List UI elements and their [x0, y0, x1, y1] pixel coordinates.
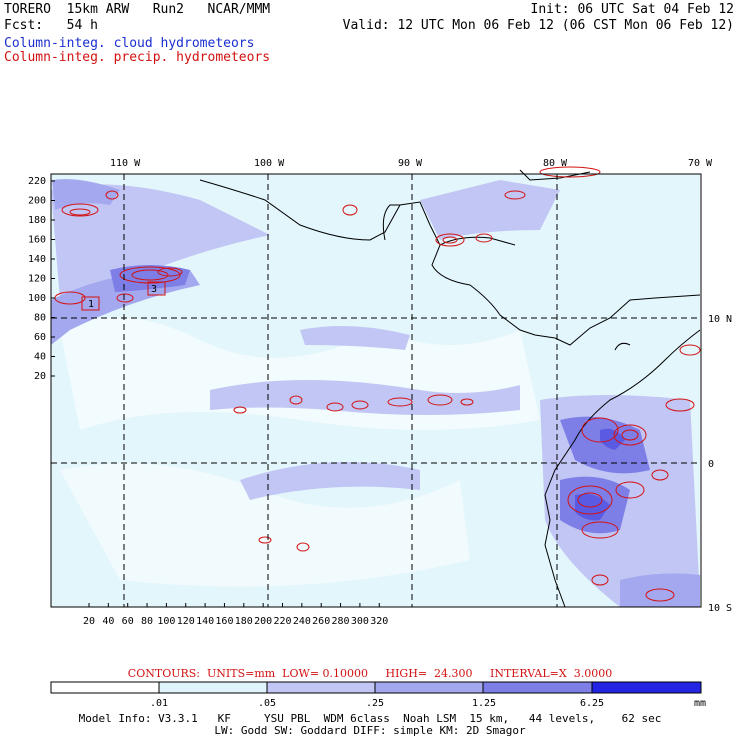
y-tick-label: 200: [28, 196, 46, 207]
plot-frame: [50, 173, 702, 608]
shaded-field: [51, 174, 701, 607]
forecast-hour: Fcst: 54 h: [4, 18, 98, 33]
y-tick-label: 220: [28, 176, 46, 187]
x-tick-label: 80: [141, 616, 153, 627]
y-tick-label: 100: [28, 293, 46, 304]
y-tick-label: 80: [34, 313, 46, 324]
x-tick-label: 200: [254, 616, 272, 627]
colorbar-bin-2: [158, 681, 268, 694]
x-tick-label: 320: [370, 616, 388, 627]
x-tick-label: 120: [177, 616, 195, 627]
precip-field-label: Column-integ. precip. hydrometeors: [4, 50, 271, 65]
lat-label-10s: 10 S: [708, 603, 732, 614]
y-tick-label: 180: [28, 215, 46, 226]
colorbar-label-1: .01: [150, 698, 169, 709]
cloud-field-label: Column-integ. cloud hydrometeors: [4, 36, 255, 51]
y-tick-label: 20: [34, 371, 46, 382]
colorbar-label-2: .05: [258, 698, 277, 709]
y-axis: 220 200 180 160 140 120 100 80 60 40 20: [28, 176, 55, 382]
x-tick-label: 20: [83, 616, 95, 627]
box-label-3: 3: [151, 284, 157, 295]
y-tick-label: 140: [28, 254, 46, 265]
colorbar-label-4: 1.25: [472, 698, 497, 709]
colorbar-label-3: .25: [366, 698, 385, 709]
x-tick-label: 280: [332, 616, 350, 627]
lon-label-90w: 90 W: [398, 158, 423, 169]
colorbar-bin-6: [591, 681, 702, 694]
colorbar: [50, 681, 702, 694]
lon-label-70w: 70 W: [688, 158, 713, 169]
lat-label-10n: 10 N: [708, 314, 732, 325]
precip-box-1: [81, 296, 100, 311]
valid-time: Valid: 12 UTC Mon 06 Feb 12 (06 CST Mon …: [342, 18, 734, 33]
contour-info: CONTOURS: UNITS=mm LOW= 0.10000 HIGH= 24…: [127, 667, 613, 680]
x-tick-label: 100: [157, 616, 175, 627]
precip-contours: [54, 166, 701, 602]
colorbar-bin-5: [482, 681, 593, 694]
colorbar-bin-1: [50, 681, 160, 694]
y-tick-label: 120: [28, 274, 46, 285]
x-tick-label: 240: [293, 616, 311, 627]
x-tick-label: 160: [215, 616, 233, 627]
lat-label-0: 0: [708, 459, 714, 470]
x-tick-label: 140: [196, 616, 214, 627]
y-tick-label: 160: [28, 235, 46, 246]
latitude-labels: 10 N 0 10 S: [708, 314, 732, 614]
lon-label-100w: 100 W: [254, 158, 285, 169]
lon-label-80w: 80 W: [543, 158, 568, 169]
x-tick-label: 180: [235, 616, 253, 627]
colorbar-unit: mm: [694, 698, 707, 709]
x-axis: 20 40 60 80 100 120 140 160 180 200 220 240 260 280 30…: [83, 603, 388, 627]
colorbar-bin-3: [266, 681, 376, 694]
colorbar-bin-4: [374, 681, 484, 694]
coastline: [199, 169, 701, 608]
x-tick-label: 220: [273, 616, 291, 627]
model-title: TORERO 15km ARW Run2 NCAR/MMM: [4, 2, 271, 17]
y-tick-label: 60: [34, 332, 46, 343]
precip-box-3: [147, 281, 166, 296]
init-time: Init: 06 UTC Sat 04 Feb 12: [530, 2, 735, 17]
x-tick-label: 60: [122, 616, 134, 627]
x-tick-label: 40: [102, 616, 114, 627]
box-label-1: 1: [88, 299, 94, 310]
model-info: Model Info: V3.3.1 KF YSU PBL WDM 6class…: [78, 712, 662, 725]
y-tick-label: 40: [34, 352, 46, 363]
colorbar-label-5: 6.25: [580, 698, 605, 709]
lon-label-110w: 110 W: [110, 158, 141, 169]
model-physics: LW: Godd SW: Goddard DIFF: simple KM: 2D…: [214, 724, 526, 737]
longitude-labels: 110 W 100 W 90 W 80 W 70 W: [110, 158, 713, 169]
x-tick-label: 260: [312, 616, 330, 627]
x-tick-label: 300: [351, 616, 369, 627]
lat-lon-grid: [51, 174, 701, 607]
